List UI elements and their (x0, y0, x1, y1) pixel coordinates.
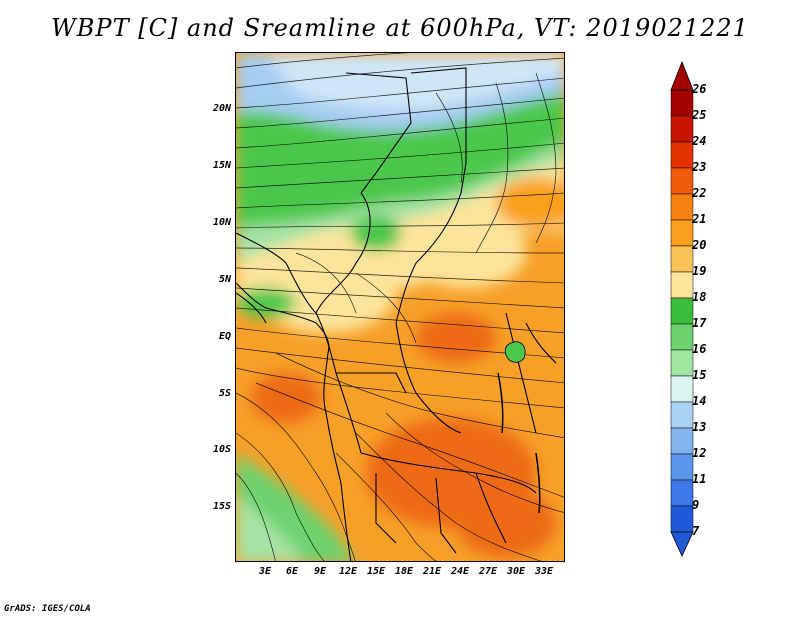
colorbar-label: 26 (692, 82, 707, 96)
lake-victoria (504, 341, 526, 363)
wbpt-patch-green-center (351, 215, 401, 251)
chart-title: WBPT [C] and Sreamline at 600hPa, VT: 20… (51, 14, 749, 42)
lon-label-33e: 33E (534, 566, 554, 577)
colorbar-band (670, 401, 694, 429)
colorbar-band (670, 193, 694, 221)
lake-tanganyika (497, 372, 504, 434)
lat-label-5n: 5N (218, 274, 231, 285)
colorbar-label: 11 (692, 472, 707, 486)
lon-label-12e: 12E (338, 566, 358, 577)
colorbar-label: 17 (692, 316, 707, 330)
lon-label-15e: 15E (366, 566, 386, 577)
colorbar-label: 18 (692, 290, 707, 304)
colorbar-band (670, 219, 694, 247)
colorbar-band (670, 167, 694, 195)
country-borders (236, 67, 557, 554)
colorbar-label: 12 (692, 446, 707, 460)
colorbar-band (670, 427, 694, 455)
colorbar-label: 25 (692, 108, 707, 122)
lon-label-24e: 24E (450, 566, 470, 577)
wbpt-patch-yellow-east (406, 218, 526, 288)
wbpt-patch-dark-orange-southeast (456, 488, 556, 558)
colorbar-band (670, 89, 694, 117)
lat-label-10s: 10S (212, 444, 231, 455)
colorbar-band (670, 375, 694, 403)
lat-label-5s: 5S (218, 388, 231, 399)
colorbar-label: 15 (692, 368, 707, 382)
lon-label-3e: 3E (258, 566, 272, 577)
wbpt-patch-green-west (236, 288, 296, 318)
colorbar-label: 9 (692, 498, 700, 512)
lat-label-eq: EQ (218, 331, 231, 342)
colorbar-label: 24 (692, 134, 707, 148)
lon-label-30e: 30E (506, 566, 526, 577)
colorbar-top-arrow (670, 60, 694, 91)
coastline (236, 282, 352, 561)
map-panel (235, 52, 565, 562)
colorbar-band (670, 245, 694, 273)
colorbar (670, 60, 694, 557)
streamlines (236, 53, 564, 561)
colorbar-label: 14 (692, 394, 707, 408)
colorbar-label: 22 (692, 186, 707, 200)
colorbar-label: 21 (692, 212, 707, 226)
lake-malawi (535, 452, 541, 514)
lon-label-6e: 6E (285, 566, 299, 577)
wbpt-patch-yellow-ne (496, 178, 564, 228)
colorbar-label: 7 (692, 524, 700, 538)
wbpt-patch-dark-orange-central (416, 313, 496, 363)
wbpt-band-lightblue (266, 53, 564, 110)
lon-label-9e: 9E (313, 566, 327, 577)
wbpt-band-lightgreen-southwest (236, 493, 305, 561)
colorbar-band (670, 479, 694, 507)
colorbar-band (670, 297, 694, 325)
colorbar-label: 19 (692, 264, 707, 278)
colorbar-label: 23 (692, 160, 707, 174)
colorbar-label: 13 (692, 420, 707, 434)
colorbar-bottom-arrow (670, 531, 694, 557)
lon-label-21e: 21E (422, 566, 442, 577)
lat-label-15n: 15N (212, 160, 231, 171)
colorbar-band (670, 505, 694, 533)
colorbar-band (670, 349, 694, 377)
wbpt-patch-dark-orange-west (251, 373, 321, 423)
lon-label-27e: 27E (478, 566, 498, 577)
colorbar-band (670, 323, 694, 351)
temperature-field-map (236, 53, 564, 561)
lat-label-15s: 15S (212, 501, 231, 512)
lat-label-10n: 10N (212, 217, 231, 228)
colorbar-band (670, 115, 694, 143)
colorbar-band (670, 271, 694, 299)
colorbar-band (670, 141, 694, 169)
colorbar-label: 20 (692, 238, 707, 252)
lon-label-18e: 18E (394, 566, 414, 577)
lat-label-20n: 20N (212, 103, 231, 114)
credit-label: GrADS: IGES/COLA (4, 604, 91, 614)
colorbar-band (670, 453, 694, 481)
colorbar-label: 16 (692, 342, 707, 356)
